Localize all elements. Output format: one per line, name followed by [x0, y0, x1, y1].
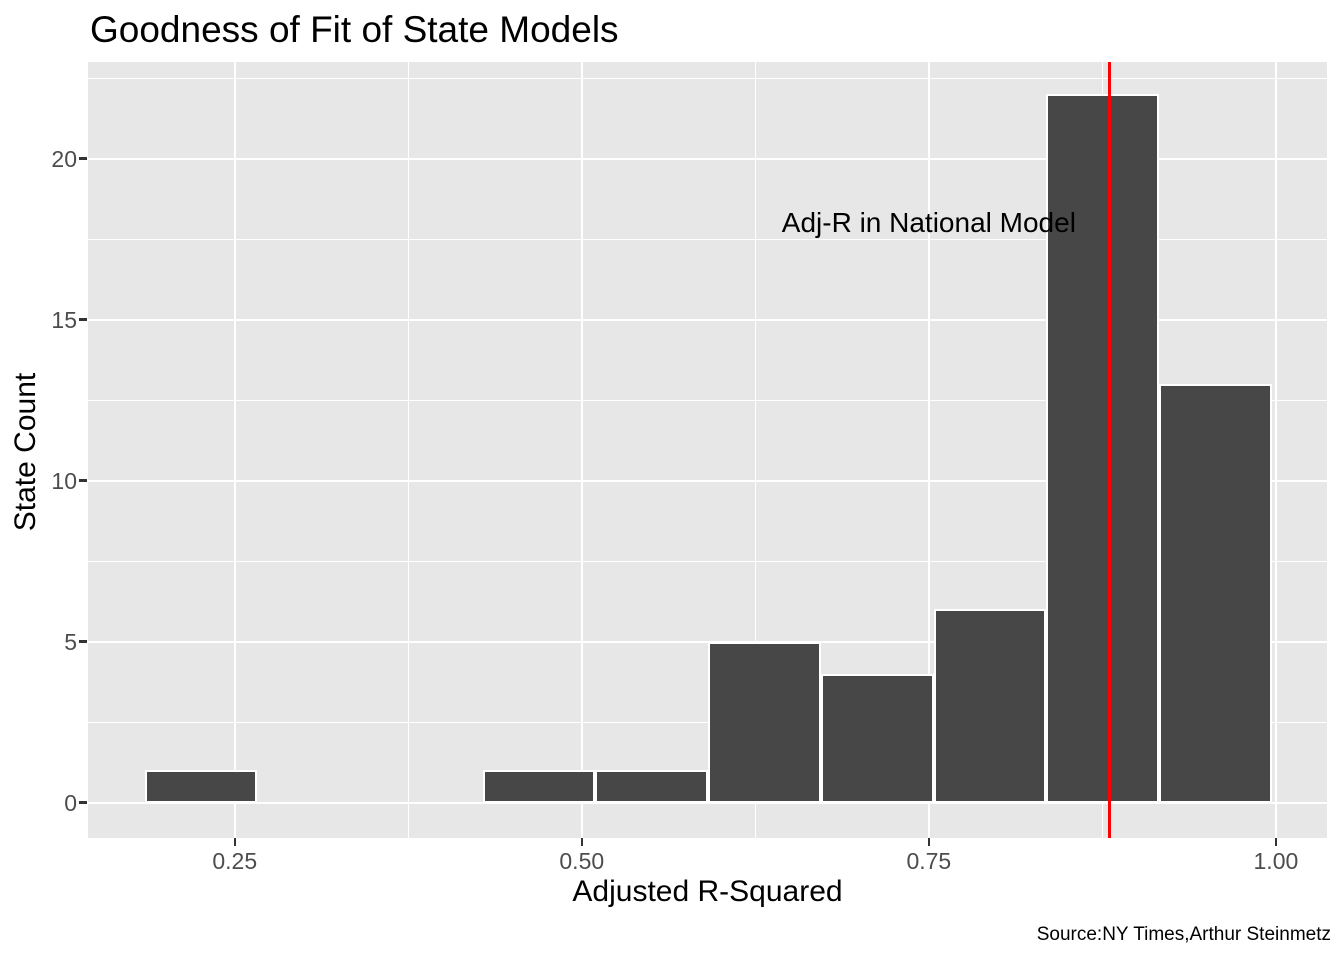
y-major-gridline: [88, 157, 1327, 160]
y-minor-gridline: [88, 560, 1327, 562]
x-axis-title: Adjusted R-Squared: [572, 875, 843, 908]
y-major-gridline: [88, 640, 1327, 643]
histogram-bar: [820, 673, 934, 803]
x-axis-tick: [233, 838, 236, 846]
x-axis-tick: [927, 838, 930, 846]
x-axis-tick-label: 0.50: [559, 848, 605, 874]
y-axis-tick-label: 5: [64, 628, 77, 655]
histogram-bar: [1046, 94, 1160, 803]
chart-title: Goodness of Fit of State Models: [90, 9, 619, 50]
x-major-gridline: [580, 62, 583, 838]
x-axis-tick-label: 0.25: [212, 848, 258, 874]
y-minor-gridline: [88, 77, 1327, 79]
histogram-bar: [595, 770, 709, 803]
histogram-bar: [144, 770, 258, 803]
y-axis-tick: [79, 801, 87, 805]
y-axis-tick: [79, 157, 87, 161]
y-axis-tick-label: 10: [51, 467, 77, 494]
y-axis-tick: [79, 318, 87, 322]
national-model-annotation: Adj-R in National Model: [781, 206, 1076, 238]
x-minor-gridline: [407, 62, 409, 838]
y-major-gridline: [88, 318, 1327, 321]
y-minor-gridline: [88, 399, 1327, 401]
source-caption: Source:NY Times,Arthur Steinmetz: [1036, 924, 1331, 945]
y-major-gridline: [88, 479, 1327, 482]
x-axis-tick-label: 1.00: [1253, 848, 1299, 874]
x-axis-tick-label: 0.75: [906, 848, 952, 874]
x-major-gridline: [233, 62, 236, 838]
x-axis-tick: [580, 838, 583, 846]
plot-panel: Adj-R in National Model: [88, 62, 1327, 838]
y-axis-tick-label: 15: [51, 306, 77, 333]
y-axis-tick: [79, 640, 87, 644]
y-minor-gridline: [88, 721, 1327, 723]
national-model-vline: [1107, 62, 1111, 838]
x-axis-tick: [1274, 838, 1277, 846]
histogram-bar: [1159, 383, 1272, 803]
y-axis-title: State Count: [9, 372, 42, 532]
x-minor-gridline: [754, 62, 756, 838]
y-major-gridline: [88, 801, 1327, 804]
histogram-bar: [933, 609, 1047, 803]
x-major-gridline: [1274, 62, 1277, 838]
y-axis-tick-label: 20: [51, 145, 77, 172]
y-minor-gridline: [88, 238, 1327, 240]
histogram-bar: [482, 770, 596, 803]
histogram-bar: [708, 641, 821, 803]
x-major-gridline: [927, 62, 930, 838]
y-axis-tick: [79, 479, 87, 483]
y-axis-tick-label: 0: [64, 789, 77, 816]
